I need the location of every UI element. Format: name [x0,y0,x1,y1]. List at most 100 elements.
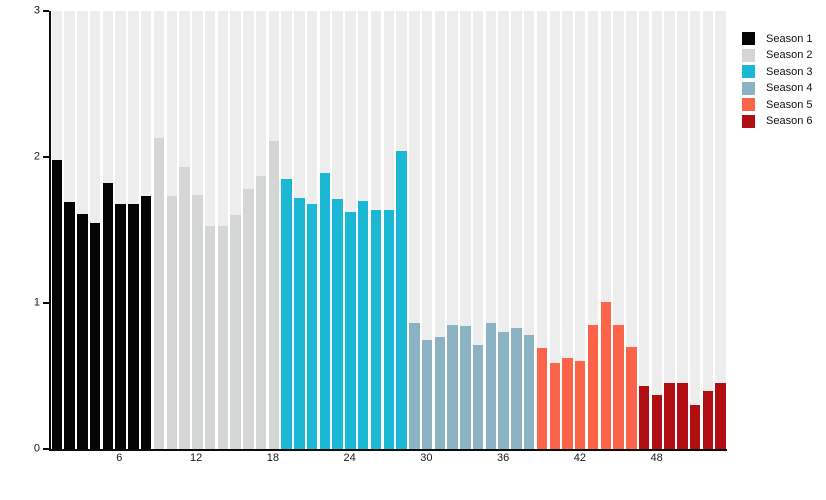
background-stripe [638,11,650,449]
bar-slot-episode-6 [114,11,127,449]
bar-season-3-episode-24 [345,212,356,449]
bar-slot-episode-11 [178,11,191,449]
background-stripe [498,11,509,449]
bar-season-2-episode-11 [179,167,190,449]
background-stripe [587,11,599,449]
bar-season-4-episode-33 [460,326,471,449]
bar-slot-episode-17 [255,11,268,449]
bar-slot-episode-19 [280,11,293,449]
background-stripe [536,11,548,449]
x-axis-label-30: 30 [420,452,433,464]
legend-swatch-season-2 [742,48,755,62]
bar-slot-episode-42 [574,11,587,449]
background-stripe [575,11,586,449]
bar-slot-episode-46 [625,11,638,449]
background-stripe [409,11,420,449]
bar-season-5-episode-39 [536,348,548,449]
bar-slot-episode-51 [689,11,702,449]
bar-slot-episode-1 [51,11,64,449]
y-axis-line [49,11,51,449]
bar-season-1-episode-3 [77,213,88,449]
bar-season-6-episode-51 [689,405,701,449]
background-stripe [511,11,522,449]
background-stripe [677,11,688,449]
bar-season-3-episode-23 [332,199,343,449]
legend-swatch-season-3 [742,65,755,78]
bar-season-4-episode-32 [447,324,458,449]
bar-slot-episode-52 [702,11,715,449]
background-stripe [460,11,471,449]
background-stripe [472,11,484,449]
background-stripe [715,11,726,449]
bar-slot-episode-47 [638,11,651,449]
bar-season-5-episode-40 [549,362,560,449]
bar-slot-episode-34 [472,11,485,449]
background-stripe [600,11,612,449]
bar-slot-episode-40 [548,11,561,449]
background-stripe [613,11,624,449]
bar-slot-episode-12 [191,11,204,449]
legend-label: Season 4 [766,82,813,94]
legend-swatch-season-6 [742,114,755,128]
x-axis-label-24: 24 [343,452,356,464]
bar-slot-episode-23 [331,11,344,449]
bar-season-3-episode-21 [306,203,318,449]
bar-slot-episode-21 [306,11,319,449]
y-axis-label-3: 3 [33,4,40,17]
bar-season-4-episode-37 [511,327,522,449]
bar-season-3-episode-26 [370,209,382,449]
bar-slot-episode-13 [204,11,217,449]
bar-season-2-episode-17 [255,175,267,449]
y-axis-label-2: 2 [33,150,40,163]
bar-slot-episode-22 [319,11,332,449]
legend: Season 1 Season 2 Season 3 Season 4 Seas… [742,32,812,128]
bar-slot-episode-32 [446,11,459,449]
bar-season-1-episode-4 [89,222,101,449]
legend-item-season-1: Season 1 [742,32,812,45]
bar-season-1-episode-5 [102,183,114,449]
bar-season-2-episode-10 [166,196,177,449]
bar-season-3-episode-25 [358,200,369,449]
bar-slot-episode-27 [382,11,395,449]
legend-item-season-4: Season 4 [742,81,813,95]
y-axis-label-0: 0 [33,442,40,455]
x-axis-label-18: 18 [266,452,279,464]
background-stripe [421,11,433,449]
legend-swatch-season-5 [742,98,755,111]
bar-slot-episode-9 [153,11,166,449]
bar-slot-episode-2 [63,11,76,449]
y-axis-tick-2 [43,156,49,158]
legend-item-season-2: Season 2 [742,48,812,62]
x-axis-label-6: 6 [116,452,123,464]
background-stripe [523,11,535,449]
background-stripe [626,11,637,449]
bar-season-3-episode-27 [383,209,394,449]
x-axis-label-12: 12 [189,452,203,464]
bar-season-4-episode-31 [434,336,446,449]
background-stripe [651,11,663,449]
background-stripe [562,11,573,449]
bar-slot-episode-3 [76,11,89,449]
bar-season-3-episode-28 [396,151,407,449]
bar-slot-episode-10 [165,11,178,449]
bar-slot-episode-24 [344,11,357,449]
bar-season-3-episode-19 [281,178,292,449]
bar-slot-episode-41 [561,11,574,449]
bar-season-4-episode-30 [421,339,433,449]
bar-season-4-episode-29 [409,323,420,449]
bar-slot-episode-25 [357,11,370,449]
bar-season-4-episode-36 [498,332,509,449]
bar-season-6-episode-48 [651,394,663,449]
bar-season-3-episode-22 [319,173,331,449]
legend-label: Season 3 [766,65,813,78]
bar-season-6-episode-47 [638,386,650,449]
bar-season-4-episode-35 [485,323,497,449]
bar-season-2-episode-13 [204,225,216,449]
bar-season-2-episode-12 [192,194,203,449]
bar-slot-episode-49 [663,11,676,449]
bar-season-2-episode-18 [268,140,280,449]
bar-slot-episode-35 [485,11,498,449]
bar-slot-episode-45 [612,11,625,449]
bar-season-5-episode-46 [626,346,637,449]
